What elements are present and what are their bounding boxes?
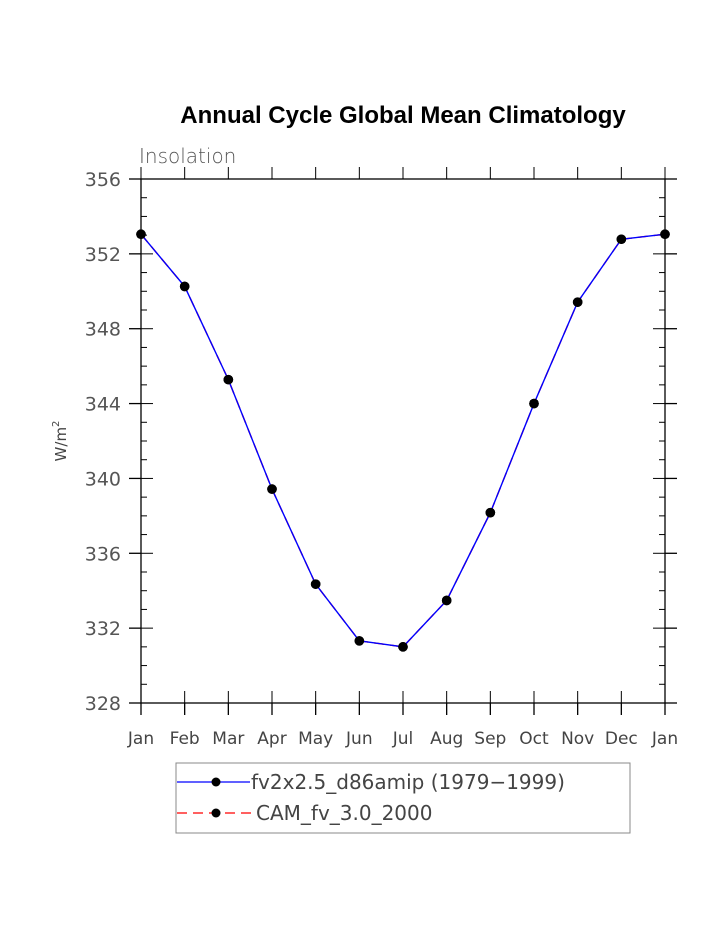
data-point-1-7 [441, 595, 452, 606]
y-tick-label: 356 [85, 169, 121, 191]
data-point-1-3 [267, 484, 277, 494]
data-point-1-0 [136, 229, 146, 240]
data-point-1-8 [485, 507, 496, 518]
x-tick-label: May [298, 729, 333, 749]
data-point-1-5 [354, 636, 365, 646]
chart-title: Annual Cycle Global Mean Climatology [180, 102, 626, 129]
y-tick-label: 336 [85, 543, 121, 565]
series-layer [136, 229, 670, 652]
legend-marker-0 [211, 777, 221, 787]
data-point-1-6 [398, 642, 408, 652]
y-axis-label-superscript: 2 [51, 421, 62, 427]
legend-marker-1 [211, 808, 221, 818]
series-line-1 [140, 233, 666, 648]
x-tick-label: Feb [170, 729, 200, 749]
plot-frame [140, 178, 666, 704]
x-tick-label: Dec [605, 729, 638, 749]
y-tick-label: 340 [85, 468, 121, 490]
x-tick-label: Jan [651, 729, 678, 749]
x-tick-label: Aug [430, 729, 463, 749]
x-tick-label: Oct [519, 729, 549, 749]
y-axis-label: W/m2 [51, 421, 70, 462]
y-tick-label: 352 [85, 244, 121, 266]
legend-label-1: CAM_fv_3.0_2000 [256, 801, 432, 825]
legend-label-0: fv2x2.5_d86amip (1979−1999) [251, 770, 565, 794]
data-point-1-11 [616, 234, 627, 245]
y-tick-label: 332 [85, 618, 121, 640]
data-point-1-9 [529, 398, 539, 409]
data-point-1-2 [223, 374, 234, 385]
y-tick-label: 348 [85, 319, 121, 341]
x-tick-label: Nov [561, 729, 594, 749]
y-axis: 328 332 336 340 344 348 352 356 [85, 169, 677, 715]
y-axis-label-text: W/m [52, 427, 70, 462]
data-point-1-1 [179, 281, 190, 292]
legend-entry-0: fv2x2.5_d86amip (1979−1999) [177, 770, 565, 794]
legend: fv2x2.5_d86amip (1979−1999) CAM_fv_3.0_2… [175, 762, 631, 834]
data-point-1-4 [310, 579, 321, 589]
x-axis: Jan Feb Mar Apr May Jun Jul Aug Sep Oct Nov Dec Jan [127, 167, 678, 749]
x-tick-label: Jun [345, 729, 373, 749]
y-tick-label: 328 [85, 693, 121, 715]
series-line-0 [140, 233, 666, 648]
x-tick-label: Jan [127, 729, 154, 749]
data-point-1-12 [660, 229, 670, 240]
x-tick-label: Mar [212, 729, 244, 749]
chart-subtitle: Insolation [139, 144, 236, 168]
y-tick-label: 344 [85, 394, 121, 416]
legend-frame [175, 762, 631, 834]
x-tick-label: Apr [257, 729, 286, 749]
x-tick-label: Jul [392, 729, 414, 749]
legend-entry-1: CAM_fv_3.0_2000 [177, 801, 432, 825]
data-point-1-10 [572, 297, 583, 307]
x-tick-label: Sep [474, 729, 506, 749]
svg-text:W/m2: W/m2 [51, 421, 70, 462]
plot-area: 328 332 336 340 344 348 352 356 Jan Feb Mar Apr May… [85, 167, 678, 749]
